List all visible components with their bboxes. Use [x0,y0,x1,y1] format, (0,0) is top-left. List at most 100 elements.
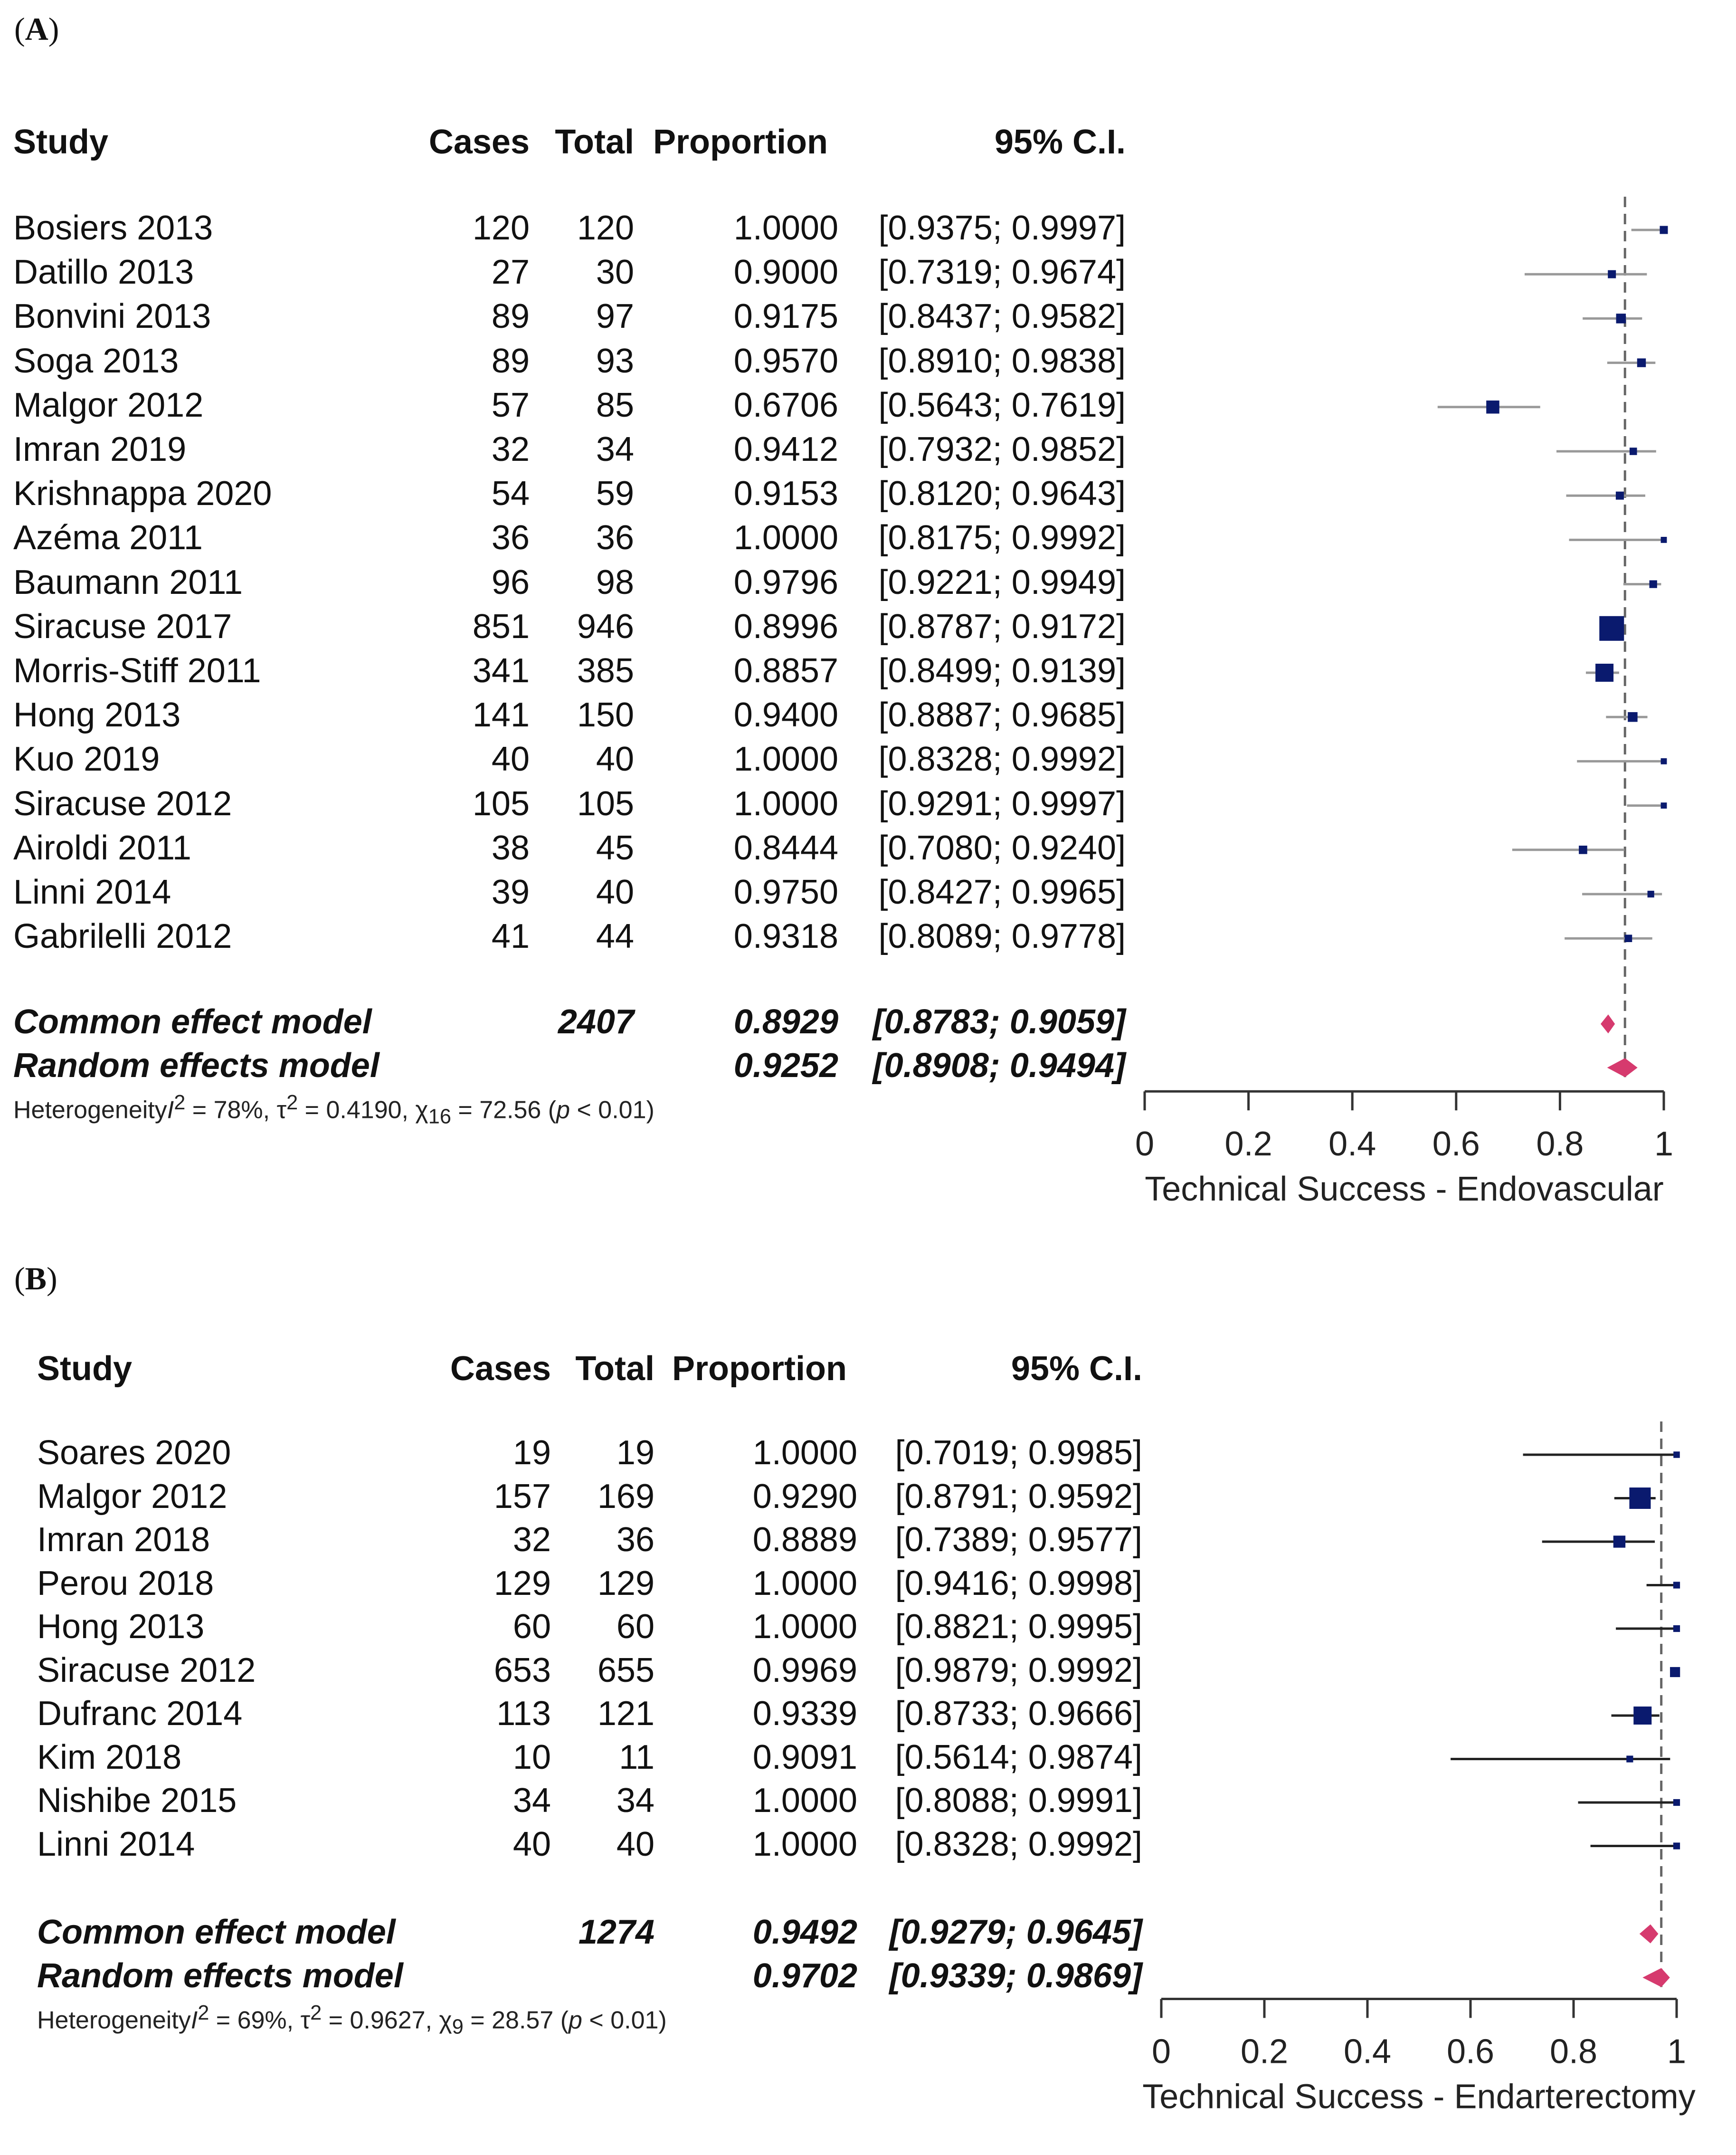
x-tick-label: 0.8 [1550,2033,1597,2071]
study-ci: [0.8787; 0.9172] [878,607,1126,646]
heterogeneity-part: p [569,2006,582,2034]
study-ci: [0.8733; 0.9666] [895,1695,1142,1733]
study-estimate-square [1673,1451,1680,1458]
pooled-model-label: Random effects model [37,1956,403,1995]
study-total: 44 [596,917,634,956]
study-proportion: 1.0000 [752,1608,857,1646]
study-cases: 27 [491,253,530,292]
panel-letter: A [25,11,48,47]
study-cases: 341 [472,652,530,690]
heterogeneity-part: < 0.01 [577,1096,646,1124]
study-name: Hong 2013 [37,1608,205,1646]
study-ci: [0.7080; 0.9240] [878,829,1126,867]
random-effect-diamond [1642,1968,1670,1987]
study-ci: [0.8437; 0.9582] [878,297,1126,336]
x-tick-label: 0.8 [1536,1125,1584,1163]
study-total: 97 [596,297,634,336]
study-estimate-square [1670,1667,1680,1678]
study-estimate-square [1649,580,1657,588]
study-estimate-square [1660,758,1667,764]
pooled-proportion: 0.9252 [733,1047,838,1085]
column-header: Total [575,1350,655,1388]
study-total: 34 [616,1782,655,1820]
heterogeneity-part: 2 [174,1091,186,1115]
study-total: 45 [596,829,634,867]
study-estimate-square [1637,358,1646,367]
panel-label: (B) [14,1260,57,1297]
study-name: Nishibe 2015 [37,1782,237,1820]
study-ci: [0.5643; 0.7619] [878,386,1126,424]
heterogeneity-part: 0.4190 [326,1096,402,1124]
study-name: Krishnappa 2020 [13,475,272,513]
pooled-ci: [0.9339; 0.9869] [889,1956,1142,1995]
study-total: 85 [596,386,634,424]
study-estimate-square [1629,1488,1651,1509]
study-total: 36 [616,1521,655,1559]
study-estimate-square [1633,1707,1652,1725]
x-tick-label: 0.2 [1225,1125,1272,1163]
study-ci: [0.8910; 0.9838] [878,342,1126,380]
study-total: 946 [577,607,634,646]
study-ci: [0.7389; 0.9577] [895,1521,1142,1559]
study-estimate-square [1660,226,1668,234]
study-proportion: 1.0000 [752,1434,857,1472]
study-ci: [0.7319; 0.9674] [878,253,1126,292]
x-axis-title: Technical Success - Endovascular [1145,1170,1664,1208]
study-ci: [0.8089; 0.9778] [878,917,1126,956]
heterogeneity-part: = [298,1096,326,1124]
study-total: 36 [596,519,634,557]
study-proportion: 0.8889 [752,1521,857,1559]
heterogeneity-part: ) [646,1096,655,1124]
heterogeneity-text: HeterogeneityI2 = 69%, τ2 = 0.9627, χ9 =… [37,2002,667,2039]
study-proportion: 1.0000 [733,209,838,247]
study-proportion: 0.9339 [752,1695,857,1733]
heterogeneity-part: ) [658,2006,667,2034]
study-total: 120 [577,209,634,247]
study-ci: [0.8088; 0.9991] [895,1782,1142,1820]
heterogeneity-part: = [209,2006,237,2034]
study-proportion: 1.0000 [752,1825,857,1863]
study-name: Malgor 2012 [13,386,204,424]
study-ci: [0.8427; 0.9965] [878,873,1126,911]
heterogeneity-part: ( [541,1096,557,1124]
study-name: Siracuse 2012 [13,784,232,823]
pooled-proportion: 0.9702 [752,1956,857,1995]
study-name: Datillo 2013 [13,253,194,292]
study-estimate-square [1624,934,1632,942]
heterogeneity-part: 2 [286,1091,298,1115]
study-cases: 40 [512,1825,551,1863]
study-total: 34 [596,430,634,468]
pooled-proportion: 0.8929 [733,1003,838,1041]
study-proportion: 0.8857 [733,652,838,690]
study-estimate-square [1660,537,1667,543]
study-cases: 54 [491,475,530,513]
study-estimate-square [1616,314,1626,324]
study-estimate-square [1673,1799,1680,1806]
heterogeneity-part [582,2006,589,2034]
heterogeneity-part: = [322,2006,350,2034]
study-proportion: 0.8996 [733,607,838,646]
study-ci: [0.9375; 0.9997] [878,209,1126,247]
study-cases: 19 [512,1434,551,1472]
study-estimate-square [1628,712,1638,722]
panel-label: (A) [14,11,59,47]
study-cases: 34 [512,1782,551,1820]
study-cases: 57 [491,386,530,424]
pooled-model-label: Common effect model [37,1913,396,1951]
study-proportion: 1.0000 [733,740,838,779]
x-tick-label: 0.6 [1432,1125,1480,1163]
heterogeneity-part: Heterogeneity [37,2006,191,2034]
study-proportion: 0.9750 [733,873,838,911]
study-estimate-square [1660,802,1667,809]
study-proportion: 0.9412 [733,430,838,468]
study-ci: [0.8791; 0.9592] [895,1477,1142,1516]
pooled-ci: [0.8783; 0.9059] [873,1003,1126,1041]
study-ci: [0.5614; 0.9874] [895,1738,1142,1776]
study-proportion: 0.6706 [733,386,838,424]
pooled-model-label: Common effect model [13,1003,372,1041]
study-estimate-square [1673,1842,1680,1850]
pooled-proportion: 0.9492 [752,1913,857,1951]
study-ci: [0.9879; 0.9992] [895,1651,1142,1689]
study-cases: 120 [472,209,530,247]
x-tick-label: 0.4 [1328,1125,1376,1163]
